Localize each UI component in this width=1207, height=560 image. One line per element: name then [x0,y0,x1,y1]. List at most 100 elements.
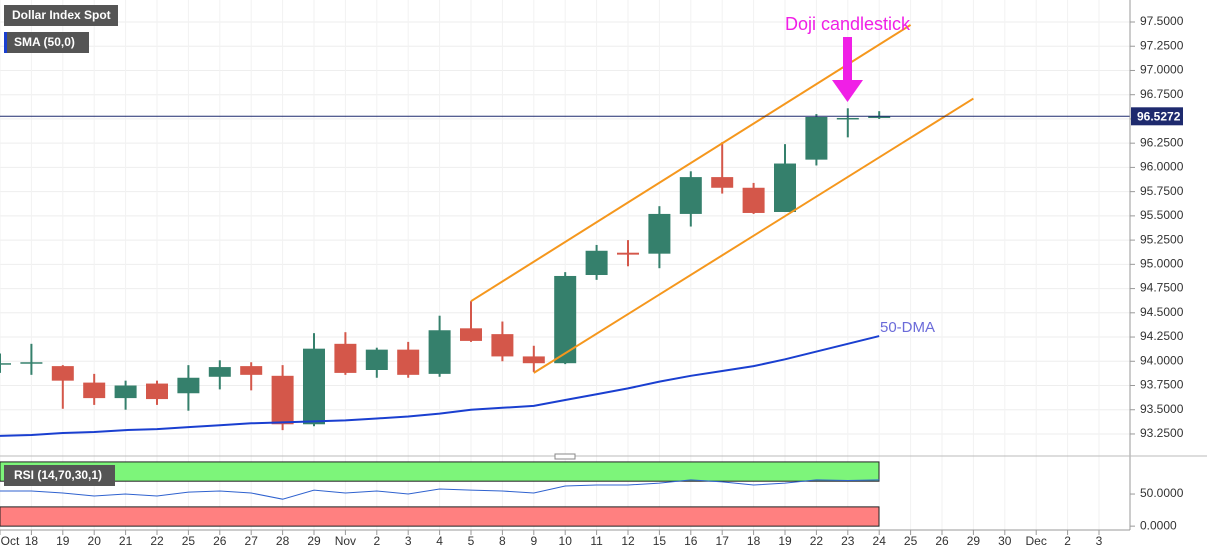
x-tick-label: 12 [621,534,635,548]
arrow-shaft [843,37,852,81]
x-tick-label: 30 [998,534,1012,548]
x-tick-label: 10 [559,534,573,548]
y-tick-label: 94.7500 [1140,281,1184,295]
y-tick-label: 97.0000 [1140,63,1184,77]
candle-body [836,117,859,120]
x-tick-label: 20 [88,534,102,548]
rsi-title: RSI (14,70,30,1) [14,468,102,482]
candle-body [460,328,482,341]
y-tick-label: 93.2500 [1140,426,1184,440]
y-tick-label: 93.5000 [1140,402,1184,416]
x-tick-label: Dec [1026,534,1047,548]
axes: 93.2500 93.5000 93.7500 94.0000 94.2500 94.50… [0,0,1207,548]
x-tick-label: 16 [684,534,698,548]
candle-body [711,177,734,188]
y-tick-label: 94.0000 [1140,353,1184,367]
y-tick-label: 95.5000 [1140,208,1184,222]
rsi-line [0,479,880,500]
y-tick-label: 94.2500 [1140,329,1184,343]
rsi-zone [0,461,880,482]
candle-body [805,116,828,160]
legend-title: Dollar Index Spot [12,8,111,22]
x-tick-label: Oct [1,534,20,548]
x-tick-label: 8 [499,534,506,548]
x-tick-label: 29 [307,534,321,548]
candle-body [83,382,106,399]
rsi-zone [0,506,880,527]
x-tick-label: 29 [967,534,981,548]
x-tick-label: 26 [935,534,949,548]
candle-body [177,377,200,394]
x-tick-label: 25 [904,534,918,548]
y-tick-label: 95.0000 [1140,257,1184,271]
candle-body [585,250,608,275]
x-tick-label: 2 [1064,534,1071,548]
x-tick-label: 28 [276,534,290,548]
x-tick-label: 19 [56,534,70,548]
arrow-head [832,80,863,102]
trendline [533,97,974,374]
x-tick-label: 4 [436,534,443,548]
candle-body [774,163,796,212]
legend-swatch [4,32,7,53]
divider-handle[interactable] [554,453,576,460]
x-tick-label: 21 [119,534,133,548]
x-tick-label: Nov [335,534,356,548]
x-tick-label: 26 [213,534,227,548]
candle-body [428,330,451,374]
y-tick-label: 95.7500 [1140,184,1184,198]
candle-body [554,275,577,364]
doji-annotation: Doji candlestick [785,14,911,34]
x-tick-label: 27 [245,534,259,548]
candle-body [868,116,891,118]
legend-box[interactable] [4,5,118,26]
y-tick-label: 0.0000 [1140,518,1177,532]
candle-body [208,367,231,377]
x-tick-label: 2 [373,534,380,548]
x-tick-label: 5 [468,534,475,548]
y-tick-label: 97.5000 [1140,14,1184,28]
dma-annotation: 50-DMA [880,319,935,336]
y-tick-label: 96.7500 [1140,87,1184,101]
candle-body [648,213,671,254]
x-tick-label: 18 [25,534,39,548]
candle-body [742,187,765,213]
x-tick-label: 11 [590,534,603,548]
candle-body [271,375,294,425]
x-tick-label: 22 [810,534,824,548]
candle-body [240,366,263,375]
candle-body [617,252,639,255]
doji-arrow [832,37,863,102]
candle-body [51,366,74,381]
candle-body [679,177,702,214]
price-plot [0,24,1130,437]
x-tick-label: 22 [150,534,164,548]
x-tick-label: 18 [747,534,761,548]
candle-body [20,362,43,364]
legend-box[interactable] [4,465,115,486]
candle-body [397,349,420,375]
y-tick-label: 96.0000 [1140,160,1184,174]
x-tick-label: 3 [1096,534,1103,548]
rsi-plot [0,461,880,527]
legend-sma: SMA (50,0) [14,35,75,49]
legend-box[interactable] [4,32,89,53]
y-tick-label: 93.7500 [1140,378,1184,392]
x-tick-label: 3 [405,534,412,548]
candle-body [522,356,545,364]
overlay: 96.5272 [1131,107,1183,126]
candle-body [334,343,357,373]
candle-body [114,385,137,399]
y-tick-label: 94.5000 [1140,305,1184,319]
candle-body [146,383,168,400]
x-tick-label: 24 [873,534,887,548]
last-price-label: 96.5272 [1137,109,1181,123]
candle-body [491,334,514,357]
y-tick-label: 95.2500 [1140,232,1184,246]
candle-body [365,349,388,370]
x-tick-label: 25 [182,534,196,548]
candle-body [0,363,11,365]
trendline [470,24,912,303]
sma-line [0,335,880,437]
